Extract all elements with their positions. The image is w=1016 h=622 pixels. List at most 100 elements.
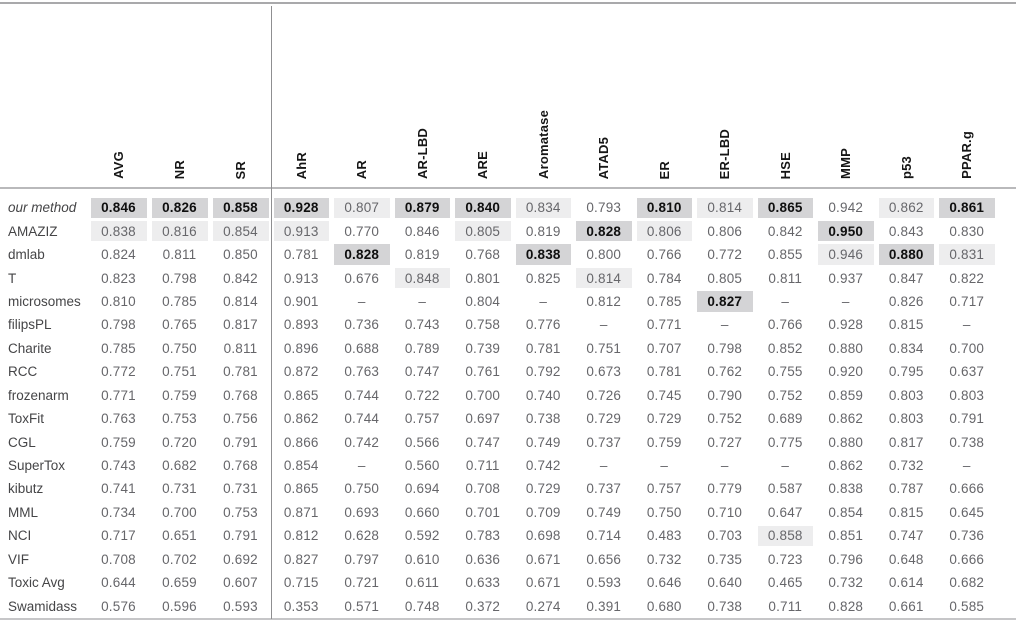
cell-value: 0.806: [636, 220, 692, 242]
cell-value: 0.775: [767, 434, 803, 450]
cell-value: 0.828: [334, 244, 390, 265]
cell-amaziz-nr: 0.816: [149, 219, 210, 242]
cell-swamidass-ar: 0.571: [332, 594, 393, 617]
cell-value: 0.576: [101, 598, 136, 614]
cell-frozenarm-ahr: 0.865: [271, 384, 332, 407]
cell-value: 0.838: [90, 220, 147, 242]
cell-value: 0.846: [90, 197, 147, 218]
cell-value: 0.871: [283, 504, 319, 520]
row-label-amaziz: AMAZIZ: [8, 223, 58, 239]
cell-supertox-avg: 0.743: [88, 454, 149, 477]
cell-cgl-ar-lbd: 0.566: [392, 430, 453, 453]
cell-value: 0.768: [223, 458, 258, 474]
cell-value: 0.771: [101, 387, 136, 403]
cell-toxfit-ar: 0.744: [332, 407, 393, 430]
cell-frozenarm-ar: 0.744: [332, 384, 393, 407]
cell-vif-are: 0.636: [453, 548, 514, 571]
cell-value: 0.879: [394, 197, 450, 218]
cell-dmlab-atad5: 0.800: [574, 243, 635, 266]
cell-value: 0.785: [101, 340, 136, 356]
cell-value: 0.610: [404, 551, 440, 567]
cell-value: 0.811: [162, 247, 197, 263]
header-separator-rule: [0, 187, 1016, 189]
cell-value: 0.928: [273, 197, 329, 218]
cell-value: 0.593: [223, 598, 258, 614]
table-body: our method 0.846 0.826 0.858 0.928 0.807 0.879…: [0, 196, 997, 618]
cell-dmlab-mmp: 0.946: [816, 243, 877, 266]
cell-nci-hse: 0.858: [755, 524, 816, 547]
cell-rcc-atad5: 0.673: [574, 360, 635, 383]
cell-microsomes-avg: 0.810: [88, 290, 149, 313]
cell-vif-er-lbd: 0.735: [695, 548, 756, 571]
cell-value: 0.763: [344, 364, 380, 380]
cell-value: 0.810: [101, 293, 136, 309]
cell-value: 0.759: [646, 434, 682, 450]
cell-value: 0.585: [949, 598, 985, 614]
cell-value: 0.846: [404, 223, 440, 239]
cell-value: 0.798: [707, 340, 743, 356]
row-label-toxfit: ToxFit: [8, 411, 45, 427]
cell-toxic-avg-ahr: 0.715: [271, 571, 332, 594]
cell-mml-mmp: 0.854: [816, 501, 877, 524]
cell-value: 0.807: [334, 197, 390, 218]
cell-dmlab-er: 0.766: [634, 243, 695, 266]
cell-charite-nr: 0.750: [149, 337, 210, 360]
cell-supertox-aromatase: 0.742: [513, 454, 574, 477]
cell-value: 0.823: [101, 270, 136, 286]
cell-frozenarm-p53: 0.803: [876, 384, 937, 407]
cell-nci-are: 0.783: [453, 524, 514, 547]
cell-value: 0.607: [223, 575, 258, 591]
cell-value: 0.710: [707, 504, 743, 520]
cell-cgl-ppar-g: 0.738: [937, 430, 998, 453]
cell-toxic-avg-ar: 0.721: [332, 571, 393, 594]
cell-value: 0.806: [707, 223, 743, 239]
cell-t-er: 0.784: [634, 266, 695, 289]
cell-value: 0.804: [465, 293, 501, 309]
cell-value: 0.950: [818, 220, 874, 242]
cell-microsomes-sr: 0.814: [210, 290, 271, 313]
cell-charite-p53: 0.834: [876, 337, 937, 360]
cell-value: 0.766: [767, 317, 803, 333]
cell-value: 0.738: [949, 434, 985, 450]
cell-charite-mmp: 0.880: [816, 337, 877, 360]
cell-amaziz-p53: 0.843: [876, 219, 937, 242]
cell-value: 0.817: [888, 434, 924, 450]
cell-swamidass-nr: 0.596: [149, 594, 210, 617]
cell-value: –: [720, 317, 729, 333]
cell-cgl-are: 0.747: [453, 430, 514, 453]
cell-value: 0.640: [707, 575, 743, 591]
cell-value: 0.729: [646, 411, 682, 427]
cell-charite-ar: 0.688: [332, 337, 393, 360]
cell-mml-aromatase: 0.709: [513, 501, 574, 524]
column-header-label: HSE: [777, 151, 793, 179]
cell-toxic-avg-hse: 0.465: [755, 571, 816, 594]
row-label-vif: VIF: [8, 551, 30, 567]
cell-kibutz-p53: 0.787: [876, 477, 937, 500]
cell-value: 0.896: [283, 340, 319, 356]
cell-amaziz-ahr: 0.913: [271, 219, 332, 242]
cell-mml-nr: 0.700: [149, 501, 210, 524]
cell-charite-er-lbd: 0.798: [695, 337, 756, 360]
cell-toxic-avg-ar-lbd: 0.611: [392, 571, 453, 594]
cell-kibutz-aromatase: 0.729: [513, 477, 574, 500]
row-label-nci: NCI: [8, 528, 32, 544]
cell-mml-ahr: 0.871: [271, 501, 332, 524]
cell-t-sr: 0.842: [210, 266, 271, 289]
cell-value: 0.682: [162, 458, 197, 474]
cell-toxic-avg-sr: 0.607: [210, 571, 271, 594]
cell-rcc-ar: 0.763: [332, 360, 393, 383]
cell-our-method-sr: 0.858: [210, 196, 271, 219]
cell-value: 0.752: [707, 411, 743, 427]
cell-mml-sr: 0.753: [210, 501, 271, 524]
cell-value: 0.614: [888, 575, 924, 591]
cell-value: 0.946: [818, 244, 874, 265]
cell-value: 0.815: [888, 504, 924, 520]
cell-t-atad5: 0.814: [574, 266, 635, 289]
cell-value: 0.717: [101, 528, 136, 544]
row-label-microsomes: microsomes: [8, 293, 81, 309]
cell-supertox-er-lbd: –: [695, 454, 756, 477]
cell-t-are: 0.801: [453, 266, 514, 289]
cell-value: 0.850: [223, 247, 258, 263]
cell-nci-mmp: 0.851: [816, 524, 877, 547]
cell-cgl-ar: 0.742: [332, 430, 393, 453]
